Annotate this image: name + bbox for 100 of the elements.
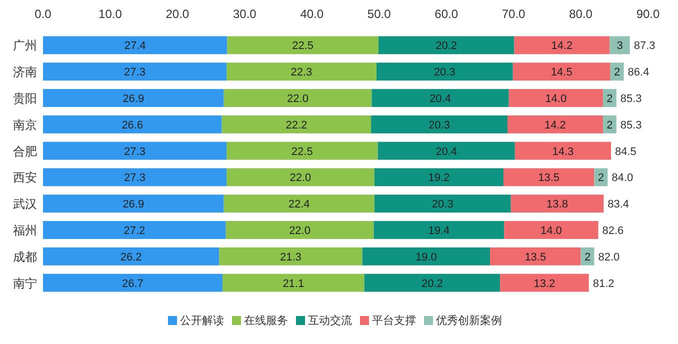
y-tick-label: 济南 (13, 65, 37, 80)
bar (610, 62, 624, 81)
data-label: 22.5 (292, 40, 314, 52)
bar (371, 115, 508, 134)
bar (374, 194, 511, 213)
data-label: 22.0 (287, 93, 308, 105)
bar (43, 89, 224, 107)
data-label: 27.3 (124, 66, 146, 79)
data-label: 27.2 (124, 225, 146, 237)
data-label: 13.8 (546, 198, 568, 211)
bar (378, 142, 515, 160)
y-tick-label: 西安 (13, 170, 37, 185)
data-label: 14.0 (540, 225, 562, 237)
data-label: 20.3 (432, 198, 454, 211)
y-tick-label: 武汉 (13, 197, 37, 212)
bar (594, 168, 608, 186)
data-label: 20.4 (430, 93, 451, 105)
data-label: 13.5 (524, 251, 546, 264)
total-label: 84.0 (612, 172, 634, 184)
bar (374, 168, 504, 186)
x-tick-label: 10.0 (98, 7, 122, 21)
bar (222, 115, 372, 134)
x-tick-label: 20.0 (166, 7, 190, 21)
bar (376, 62, 513, 81)
bar (224, 194, 374, 213)
bar (508, 89, 603, 107)
y-tick-label: 成都 (13, 250, 37, 264)
y-tick-label: 南宁 (13, 276, 37, 290)
bar (362, 247, 490, 266)
bar (508, 115, 603, 134)
bar (43, 115, 222, 134)
bar (500, 274, 589, 292)
bar (503, 168, 594, 186)
legend-label: 互动交流 (308, 314, 352, 327)
bar (610, 36, 630, 54)
data-label: 20.3 (434, 66, 456, 79)
data-label: 26.7 (122, 278, 144, 290)
bar (514, 142, 612, 160)
legend-label: 平台支撑 (372, 314, 416, 327)
data-label: 20.2 (422, 278, 443, 290)
data-label: 19.2 (428, 172, 450, 184)
bar (43, 274, 222, 292)
y-tick-label: 南京 (13, 118, 37, 132)
x-tick-label: 40.0 (300, 7, 324, 21)
bar (510, 194, 604, 213)
bar (602, 89, 616, 107)
data-label: 22.5 (291, 146, 313, 158)
data-label: 27.3 (124, 146, 146, 158)
x-tick-label: 30.0 (232, 7, 257, 21)
total-label: 87.3 (634, 40, 656, 52)
data-label: 3 (616, 40, 623, 52)
legend-label: 公开解读 (180, 314, 224, 327)
bar (602, 115, 616, 134)
data-label: 2 (598, 172, 604, 184)
data-label: 20.2 (436, 40, 458, 52)
data-label: 26.2 (120, 251, 142, 264)
bar (224, 89, 372, 107)
total-label: 86.4 (628, 66, 650, 79)
data-label: 14.5 (550, 66, 572, 79)
bar (43, 194, 224, 213)
legend-label: 在线服务 (244, 314, 288, 327)
bar (226, 221, 374, 239)
data-label: 19.0 (415, 251, 437, 264)
data-label: 2 (614, 66, 620, 79)
data-label: 26.9 (122, 93, 144, 105)
total-label: 82.6 (602, 225, 624, 237)
bar (512, 62, 610, 81)
data-label: 27.4 (124, 40, 146, 52)
data-label: 27.3 (124, 172, 146, 184)
bar (222, 274, 364, 292)
x-tick-label: 50.0 (367, 7, 392, 21)
legend-label: 优秀创新案例 (436, 314, 502, 327)
data-label: 22.0 (290, 172, 312, 184)
data-label: 2 (606, 93, 613, 105)
bar (43, 168, 227, 186)
total-label: 84.5 (615, 146, 636, 158)
data-label: 19.4 (428, 225, 450, 237)
data-label: 21.1 (282, 278, 304, 290)
data-label: 22.0 (289, 225, 310, 237)
data-label: 22.3 (290, 66, 312, 79)
bar (43, 36, 228, 54)
data-label: 14.3 (552, 146, 574, 158)
bar (43, 221, 226, 239)
data-label: 20.3 (428, 119, 450, 132)
bar (226, 168, 374, 186)
data-label: 2 (606, 119, 613, 132)
bar (374, 221, 504, 239)
bar (490, 247, 581, 266)
bar (378, 36, 514, 54)
x-tick-label: 90.0 (636, 7, 660, 21)
bar (504, 221, 598, 239)
data-label: 21.3 (280, 251, 302, 264)
bar (219, 247, 362, 266)
data-label: 14.0 (545, 93, 567, 105)
bar (226, 62, 376, 81)
data-label: 26.9 (122, 198, 144, 211)
y-tick-label: 贵阳 (13, 92, 37, 106)
data-label: 13.2 (534, 278, 556, 290)
x-tick-label: 70.0 (502, 7, 526, 21)
bar (364, 274, 500, 292)
